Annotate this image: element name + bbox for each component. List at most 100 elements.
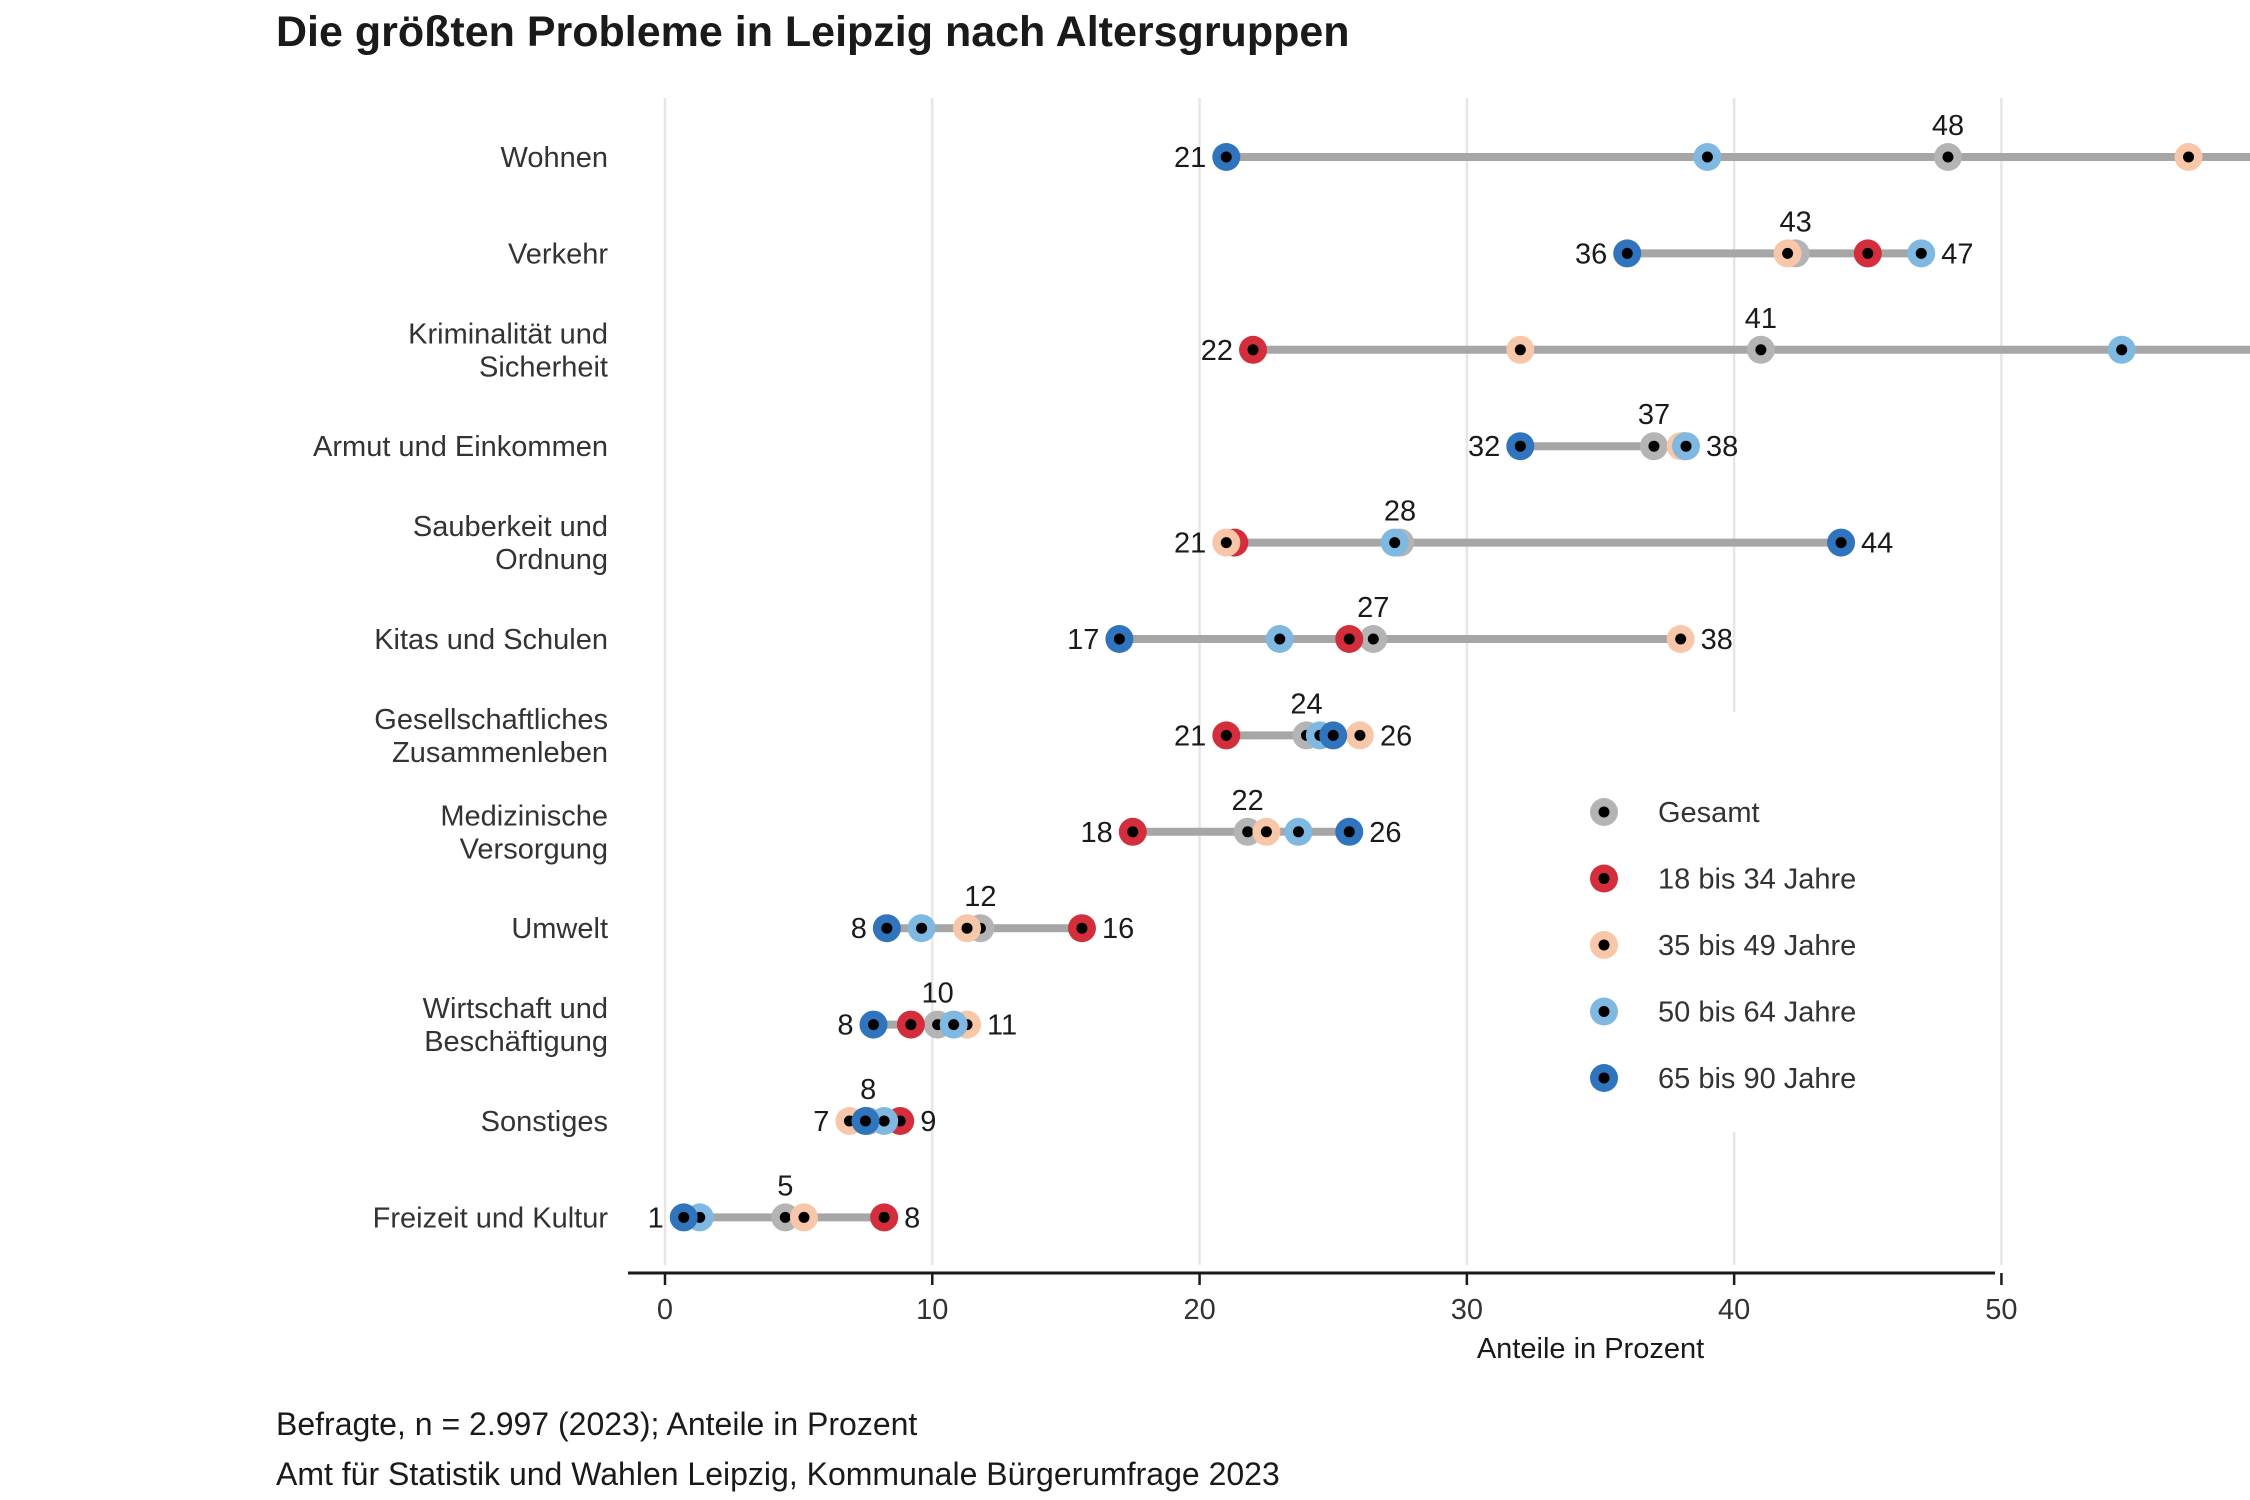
point-center-wirtschaft-und-beschäftigung-65-bis-90-jahre (867, 1019, 879, 1031)
point-center-wohnen-35-bis-49-jahre (2183, 151, 2195, 163)
x-tick-label-0: 0 (657, 1294, 673, 1326)
point-center-sonstiges-65-bis-90-jahre (859, 1115, 871, 1127)
max-label-verkehr: 47 (1941, 238, 1973, 270)
x-tick-label-20: 20 (1183, 1294, 1215, 1326)
max-label-freizeit-und-kultur: 8 (904, 1202, 920, 1234)
point-center-armut-und-einkommen-50-bis-64-jahre (1680, 440, 1692, 452)
point-center-armut-und-einkommen-gesamt (1648, 440, 1660, 452)
x-tick-label-30: 30 (1451, 1294, 1483, 1326)
category-label-kriminalität-und-sicherheit: Sicherheit (479, 351, 608, 383)
total-label-gesellschaftliches-zusammenleben: 24 (1290, 688, 1322, 720)
max-label-wirtschaft-und-beschäftigung: 11 (987, 1010, 1017, 1042)
category-label-gesellschaftliches-zusammenleben: Gesellschaftliches (374, 704, 608, 736)
legend-marker-center-35-bis-49-jahre (1598, 939, 1610, 951)
max-label-sonstiges: 9 (920, 1106, 936, 1138)
data-points (669, 143, 2203, 1232)
min-label-kriminalität-und-sicherheit: 22 (1201, 335, 1233, 367)
min-label-sonstiges: 7 (813, 1106, 829, 1138)
point-center-kriminalität-und-sicherheit-35-bis-49-jahre (1514, 344, 1526, 356)
point-center-freizeit-und-kultur-18-bis-34-jahre (878, 1211, 890, 1223)
point-center-armut-und-einkommen-65-bis-90-jahre (1514, 440, 1526, 452)
category-label-sonstiges: Sonstiges (481, 1106, 608, 1138)
legend-marker-center-50-bis-64-jahre (1598, 1006, 1610, 1017)
point-center-kitas-und-schulen-50-bis-64-jahre (1274, 633, 1286, 645)
point-center-kriminalität-und-sicherheit-50-bis-64-jahre (2116, 344, 2128, 356)
category-label-sauberkeit-und-ordnung: Sauberkeit und (413, 511, 608, 543)
chart-title: Die größten Probleme in Leipzig nach Alt… (276, 8, 1350, 56)
legend-label-18-bis-34-jahre: 18 bis 34 Jahre (1658, 864, 1856, 896)
point-center-umwelt-50-bis-64-jahre (916, 922, 928, 934)
max-label-sauberkeit-und-ordnung: 44 (1861, 528, 1893, 560)
point-center-medizinische-versorgung-65-bis-90-jahre (1343, 826, 1355, 838)
point-center-gesellschaftliches-zusammenleben-18-bis-34-jahre (1220, 729, 1232, 741)
point-center-sauberkeit-und-ordnung-65-bis-90-jahre (1835, 537, 1847, 549)
min-label-gesellschaftliches-zusammenleben: 21 (1174, 720, 1206, 752)
point-center-verkehr-50-bis-64-jahre (1915, 247, 1927, 259)
point-center-verkehr-65-bis-90-jahre (1621, 247, 1633, 259)
point-center-kitas-und-schulen-35-bis-49-jahre (1675, 633, 1687, 645)
point-center-umwelt-18-bis-34-jahre (1076, 922, 1088, 934)
max-label-medizinische-versorgung: 26 (1369, 817, 1401, 849)
point-center-umwelt-35-bis-49-jahre (961, 922, 973, 934)
category-label-medizinische-versorgung: Versorgung (460, 833, 608, 865)
value-labels: 2166483647432267413238372144281738272126… (648, 110, 1974, 1234)
point-center-verkehr-18-bis-34-jahre (1862, 247, 1874, 259)
point-center-freizeit-und-kultur-35-bis-49-jahre (798, 1211, 810, 1223)
x-axis: 010203040506070Anteile in Prozent (628, 1271, 2018, 1365)
min-label-wirtschaft-und-beschäftigung: 8 (837, 1010, 853, 1042)
max-label-armut-und-einkommen: 38 (1706, 431, 1738, 463)
legend-marker-center-18-bis-34-jahre (1598, 873, 1610, 884)
legend-label-50-bis-64-jahre: 50 bis 64 Jahre (1658, 997, 1856, 1029)
min-label-armut-und-einkommen: 32 (1468, 431, 1500, 463)
total-label-freizeit-und-kultur: 5 (777, 1170, 793, 1202)
point-center-medizinische-versorgung-35-bis-49-jahre (1260, 826, 1272, 838)
legend-label-65-bis-90-jahre: 65 bis 90 Jahre (1658, 1063, 1856, 1095)
x-axis-title: Anteile in Prozent (1477, 1333, 1704, 1365)
max-label-kitas-und-schulen: 38 (1701, 624, 1733, 656)
point-center-wohnen-gesamt (1942, 151, 1954, 163)
category-label-kitas-und-schulen: Kitas und Schulen (374, 624, 608, 656)
category-label-umwelt: Umwelt (511, 913, 608, 945)
point-center-gesellschaftliches-zusammenleben-65-bis-90-jahre (1327, 729, 1339, 741)
total-label-kriminalität-und-sicherheit: 41 (1745, 303, 1777, 335)
x-tick-label-50: 50 (1985, 1294, 2017, 1326)
total-label-verkehr: 43 (1779, 206, 1811, 238)
total-label-medizinische-versorgung: 22 (1232, 785, 1264, 817)
category-label-armut-und-einkommen: Armut und Einkommen (313, 431, 608, 463)
category-label-gesellschaftliches-zusammenleben: Zusammenleben (392, 737, 608, 769)
min-label-kitas-und-schulen: 17 (1067, 624, 1099, 656)
category-label-medizinische-versorgung: Medizinische (440, 800, 608, 832)
total-label-kitas-und-schulen: 27 (1357, 592, 1389, 624)
x-tick-label-40: 40 (1718, 1294, 1750, 1326)
max-label-gesellschaftliches-zusammenleben: 26 (1380, 720, 1412, 752)
point-center-sauberkeit-und-ordnung-35-bis-49-jahre (1220, 537, 1232, 549)
category-label-wirtschaft-und-beschäftigung: Wirtschaft und (423, 993, 608, 1025)
point-center-kitas-und-schulen-gesamt (1367, 633, 1379, 645)
point-center-medizinische-versorgung-gesamt (1242, 826, 1254, 838)
min-label-umwelt: 8 (851, 913, 867, 945)
legend-label-gesamt: Gesamt (1658, 797, 1760, 829)
point-center-sonstiges-50-bis-64-jahre (878, 1115, 890, 1127)
point-center-verkehr-35-bis-49-jahre (1782, 247, 1794, 259)
point-center-umwelt-65-bis-90-jahre (881, 922, 893, 934)
point-center-gesellschaftliches-zusammenleben-35-bis-49-jahre (1354, 729, 1366, 741)
legend-marker-center-65-bis-90-jahre (1598, 1072, 1610, 1084)
point-center-kitas-und-schulen-18-bis-34-jahre (1343, 633, 1355, 645)
total-label-wohnen: 48 (1932, 110, 1964, 142)
total-label-sonstiges: 8 (860, 1074, 876, 1106)
category-label-freizeit-und-kultur: Freizeit und Kultur (373, 1202, 609, 1234)
category-label-wohnen: Wohnen (501, 142, 609, 174)
x-tick-label-10: 10 (916, 1294, 948, 1326)
total-label-sauberkeit-und-ordnung: 28 (1384, 496, 1416, 528)
max-label-umwelt: 16 (1102, 913, 1134, 945)
min-label-wohnen: 21 (1174, 142, 1206, 174)
legend: Gesamt 18 bis 34 Jahre 35 bis 49 Jahre 50 b… (1590, 797, 1856, 1095)
point-center-kitas-und-schulen-65-bis-90-jahre (1113, 633, 1125, 645)
point-center-wohnen-65-bis-90-jahre (1220, 151, 1232, 163)
point-center-freizeit-und-kultur-65-bis-90-jahre (678, 1211, 690, 1223)
grid-lines (663, 98, 2003, 1265)
legend-marker-center-gesamt (1598, 806, 1610, 818)
point-center-kriminalität-und-sicherheit-18-bis-34-jahre (1247, 344, 1259, 356)
point-center-medizinische-versorgung-18-bis-34-jahre (1127, 826, 1139, 838)
